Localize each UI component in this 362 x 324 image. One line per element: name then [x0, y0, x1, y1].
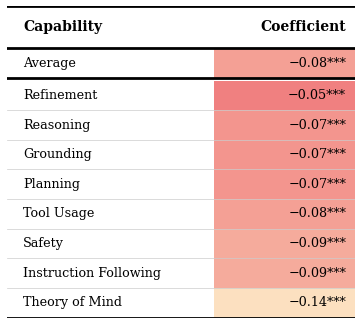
- Text: −0.07***: −0.07***: [288, 119, 346, 132]
- Bar: [7, 169, 355, 199]
- Bar: [7, 110, 355, 140]
- Bar: [214, 169, 355, 199]
- Bar: [214, 140, 355, 169]
- Text: −0.08***: −0.08***: [288, 57, 346, 70]
- Bar: [214, 49, 355, 78]
- Text: Coefficient: Coefficient: [260, 20, 346, 34]
- Bar: [7, 229, 355, 258]
- Bar: [7, 199, 355, 229]
- Text: Refinement: Refinement: [23, 89, 97, 102]
- Bar: [214, 110, 355, 140]
- Bar: [214, 199, 355, 229]
- Text: −0.09***: −0.09***: [288, 237, 346, 250]
- Bar: [214, 258, 355, 288]
- Bar: [7, 140, 355, 169]
- Bar: [7, 49, 355, 78]
- Text: −0.09***: −0.09***: [288, 267, 346, 280]
- Text: −0.05***: −0.05***: [288, 89, 346, 102]
- Text: Grounding: Grounding: [23, 148, 92, 161]
- Bar: [214, 288, 355, 318]
- Bar: [7, 258, 355, 288]
- Bar: [7, 81, 355, 110]
- Bar: [214, 229, 355, 258]
- Text: −0.07***: −0.07***: [288, 148, 346, 161]
- Text: Instruction Following: Instruction Following: [23, 267, 161, 280]
- Text: Theory of Mind: Theory of Mind: [23, 296, 122, 309]
- Text: −0.07***: −0.07***: [288, 178, 346, 191]
- Bar: [7, 6, 355, 49]
- Text: Planning: Planning: [23, 178, 80, 191]
- Text: Tool Usage: Tool Usage: [23, 207, 94, 220]
- Text: Capability: Capability: [23, 20, 102, 34]
- Text: Reasoning: Reasoning: [23, 119, 90, 132]
- Text: −0.14***: −0.14***: [288, 296, 346, 309]
- Text: Average: Average: [23, 57, 76, 70]
- Text: −0.08***: −0.08***: [288, 207, 346, 220]
- Text: Safety: Safety: [23, 237, 64, 250]
- Bar: [214, 81, 355, 110]
- Bar: [7, 288, 355, 318]
